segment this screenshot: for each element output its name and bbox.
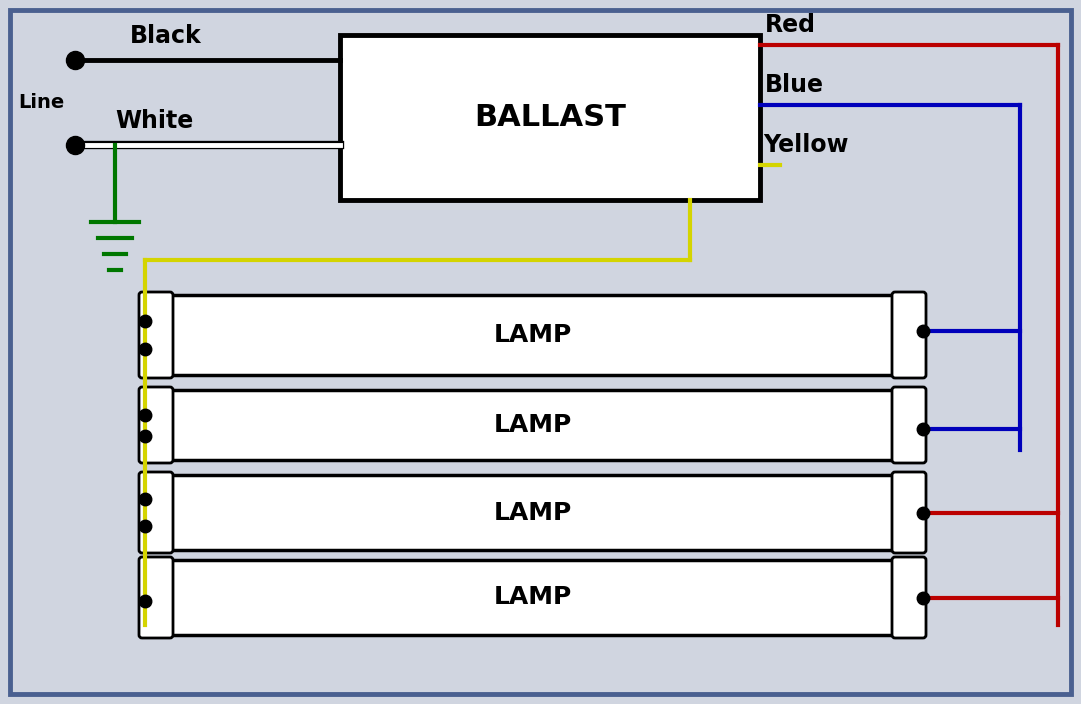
Text: LAMP: LAMP	[493, 586, 572, 610]
FancyBboxPatch shape	[892, 292, 926, 378]
Text: White: White	[115, 109, 193, 133]
FancyBboxPatch shape	[892, 387, 926, 463]
FancyBboxPatch shape	[139, 557, 173, 638]
FancyBboxPatch shape	[139, 387, 173, 463]
Text: BALLAST: BALLAST	[475, 103, 626, 132]
FancyBboxPatch shape	[139, 292, 173, 378]
Text: LAMP: LAMP	[493, 501, 572, 524]
Text: Blue: Blue	[765, 73, 824, 97]
Text: Line: Line	[18, 93, 64, 112]
Text: LAMP: LAMP	[493, 323, 572, 347]
FancyBboxPatch shape	[139, 472, 173, 553]
Bar	[170, 390, 895, 460]
Bar	[341, 35, 760, 200]
Bar	[170, 560, 895, 635]
Text: Yellow: Yellow	[763, 133, 849, 157]
Bar	[170, 475, 895, 550]
Text: Red: Red	[765, 13, 816, 37]
Text: Black: Black	[130, 24, 202, 48]
FancyBboxPatch shape	[892, 557, 926, 638]
FancyBboxPatch shape	[892, 472, 926, 553]
Bar	[170, 295, 895, 375]
Text: LAMP: LAMP	[493, 413, 572, 437]
